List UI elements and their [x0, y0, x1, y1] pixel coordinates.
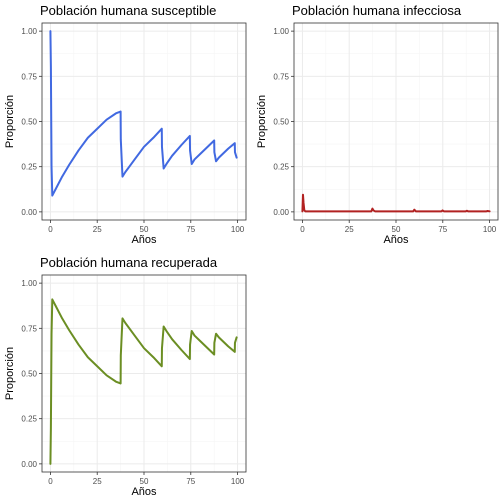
y-tick-label: 1.00	[273, 27, 289, 36]
series-line	[49, 30, 238, 197]
y-tick-label: 0.25	[21, 163, 37, 172]
chart-panel: 0 25 50 75 100 0.00 0.25 0.50 0.75 1.00Población …	[4, 3, 247, 246]
x-tick-label: 100	[231, 477, 245, 486]
x-tick-label: 75	[186, 477, 195, 486]
y-tick-label: 0.50	[21, 370, 37, 379]
y-tick-label: 0.50	[273, 118, 289, 127]
x-tick-label: 100	[231, 225, 245, 234]
y-tick-label: 0.25	[21, 415, 37, 424]
y-axis-title: Proporción	[256, 95, 268, 148]
x-axis-title: Años	[383, 234, 409, 246]
x-axis-title: Años	[131, 486, 157, 498]
x-tick-label: 50	[140, 225, 149, 234]
x-tick-label: 75	[438, 225, 447, 234]
x-tick-label: 0	[300, 225, 305, 234]
chart-panel: 0 25 50 75 100 0.00 0.25 0.50 0.75 1.00Población …	[4, 255, 247, 498]
y-axis-title: Proporción	[4, 95, 16, 148]
chart-title: Población humana susceptible	[40, 3, 216, 18]
x-axis-title: Años	[131, 234, 157, 246]
x-tick-label: 0	[48, 225, 53, 234]
chart-title: Población humana infecciosa	[292, 3, 462, 18]
y-tick-label: 0.00	[21, 460, 37, 469]
y-tick-label: 0.75	[21, 72, 37, 81]
y-axis-title: Proporción	[4, 347, 16, 400]
x-tick-label: 25	[345, 225, 354, 234]
series-line	[49, 298, 238, 465]
chart-title: Población humana recuperada	[40, 255, 218, 270]
y-tick-label: 0.50	[21, 118, 37, 127]
x-tick-label: 0	[48, 477, 53, 486]
y-tick-label: 0.00	[21, 208, 37, 217]
series-line	[301, 193, 491, 213]
x-tick-label: 50	[392, 225, 401, 234]
y-tick-label: 0.00	[273, 208, 289, 217]
x-tick-label: 25	[93, 477, 102, 486]
y-tick-label: 1.00	[21, 279, 37, 288]
y-tick-label: 0.75	[273, 72, 289, 81]
x-tick-label: 50	[140, 477, 149, 486]
chart-panel: 0 25 50 75 100 0.00 0.25 0.50 0.75 1.00Población …	[256, 3, 499, 246]
x-tick-label: 75	[186, 225, 195, 234]
y-tick-label: 1.00	[21, 27, 37, 36]
y-tick-label: 0.25	[273, 163, 289, 172]
x-tick-label: 25	[93, 225, 102, 234]
y-tick-label: 0.75	[21, 324, 37, 333]
x-tick-label: 100	[483, 225, 497, 234]
